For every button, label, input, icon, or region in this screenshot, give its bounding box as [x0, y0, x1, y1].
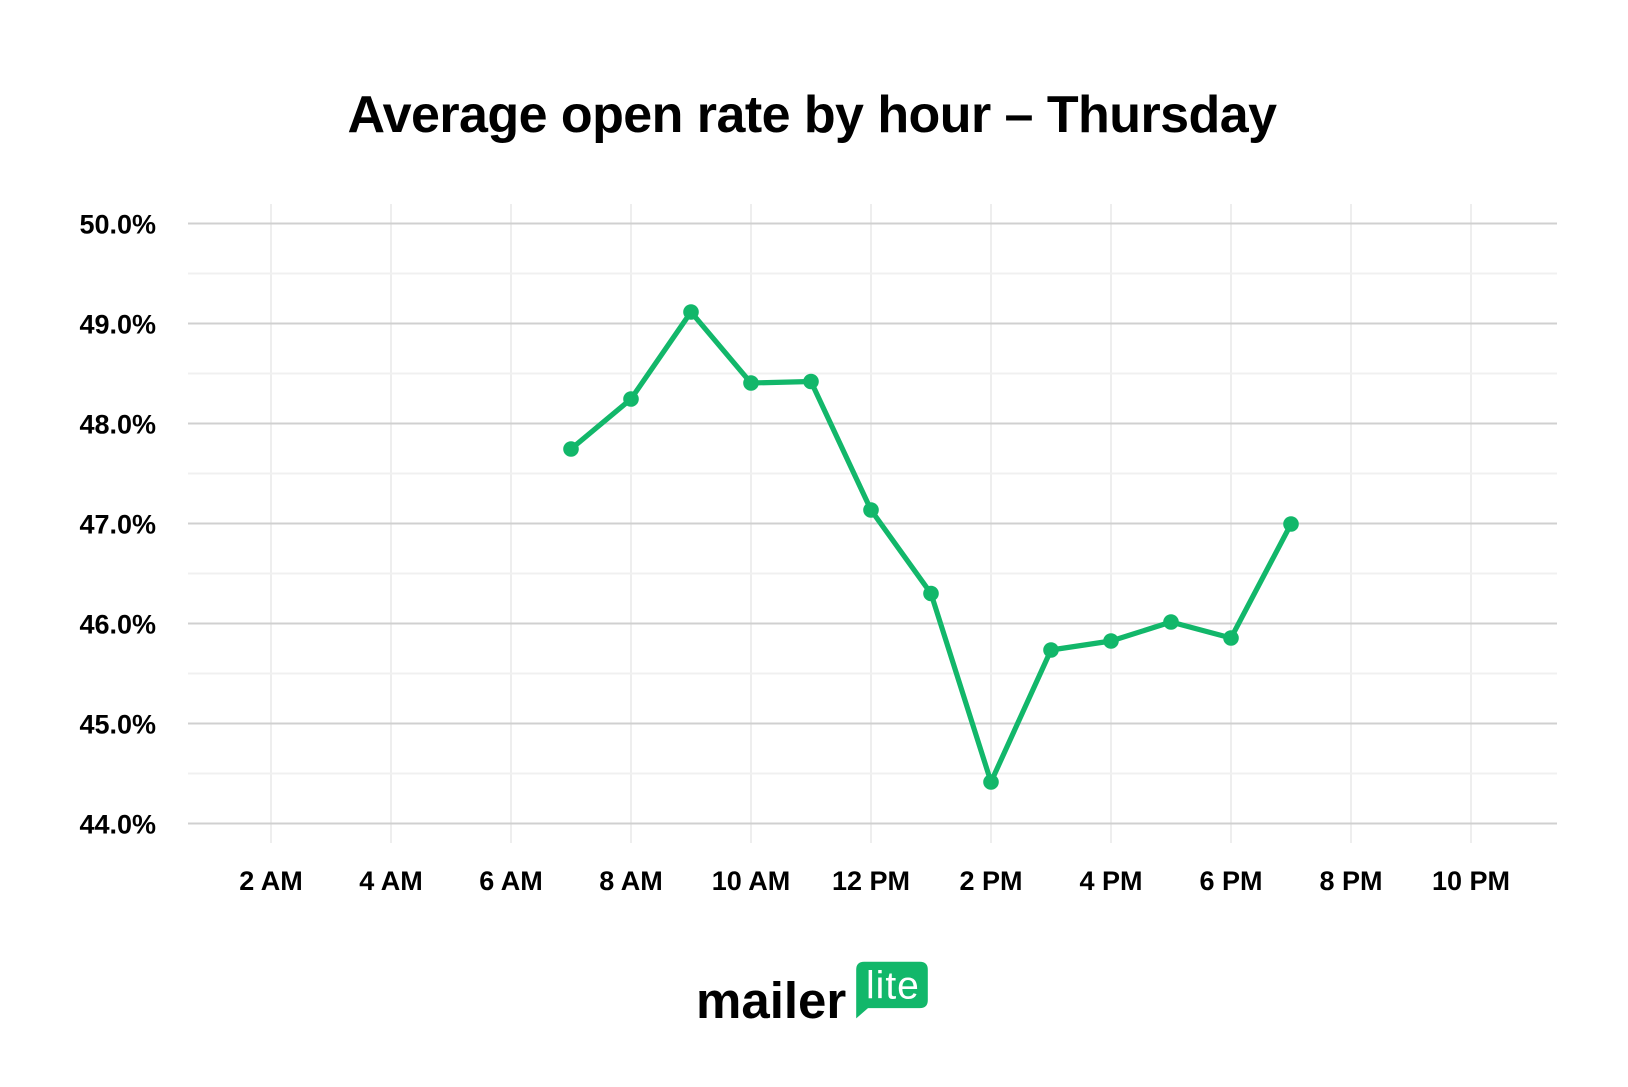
svg-text:10 PM: 10 PM	[1432, 866, 1510, 896]
svg-text:lite: lite	[866, 965, 920, 1008]
svg-text:49.0%: 49.0%	[79, 310, 156, 340]
svg-text:Average open rate by hour – Th: Average open rate by hour – Thursday	[348, 86, 1278, 144]
svg-text:6 PM: 6 PM	[1199, 866, 1262, 896]
svg-text:45.0%: 45.0%	[79, 710, 156, 740]
svg-text:47.0%: 47.0%	[79, 510, 156, 540]
svg-text:48.0%: 48.0%	[79, 410, 156, 440]
svg-text:12 PM: 12 PM	[832, 866, 910, 896]
svg-text:50.0%: 50.0%	[79, 210, 156, 240]
svg-text:2 AM: 2 AM	[239, 866, 303, 896]
svg-text:2 PM: 2 PM	[959, 866, 1022, 896]
svg-text:8 PM: 8 PM	[1319, 866, 1382, 896]
svg-text:6 AM: 6 AM	[479, 866, 543, 896]
svg-text:4 AM: 4 AM	[359, 866, 423, 896]
svg-text:mailer: mailer	[696, 972, 846, 1029]
svg-text:10 AM: 10 AM	[712, 866, 791, 896]
svg-text:8 AM: 8 AM	[599, 866, 663, 896]
svg-text:44.0%: 44.0%	[79, 810, 156, 840]
svg-text:4 PM: 4 PM	[1079, 866, 1142, 896]
svg-text:46.0%: 46.0%	[79, 610, 156, 640]
